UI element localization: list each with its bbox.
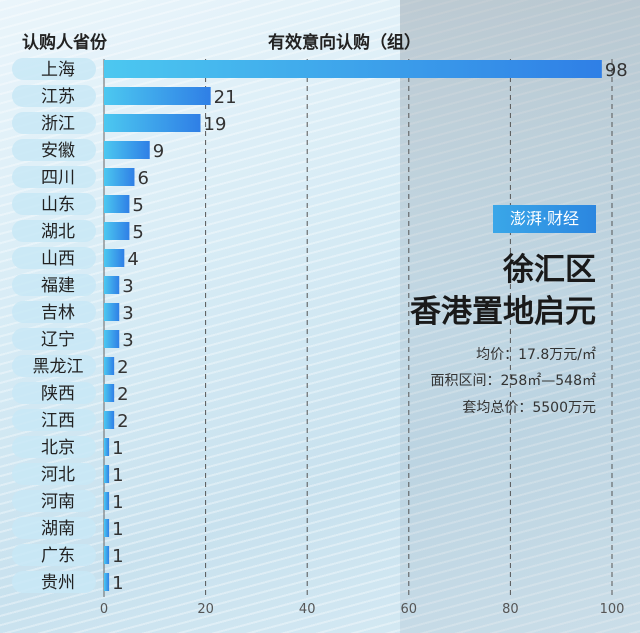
- value-label: 1: [112, 573, 123, 594]
- category-label: 江西: [41, 411, 75, 431]
- category-label: 湖南: [41, 519, 75, 539]
- category-pill: [12, 139, 96, 161]
- value-label: 1: [112, 492, 123, 513]
- bar: [104, 276, 120, 294]
- category-pill: [12, 247, 96, 269]
- category-label: 吉林: [41, 303, 75, 323]
- bar: [104, 546, 110, 564]
- bar: [104, 519, 110, 537]
- category-label: 黑龙江: [33, 357, 84, 377]
- x-tick-label: 40: [299, 602, 316, 617]
- category-label: 陕西: [41, 384, 75, 404]
- value-label: 4: [127, 249, 138, 270]
- value-label: 3: [122, 303, 133, 324]
- bar: [104, 195, 130, 213]
- bar: [104, 384, 115, 402]
- category-pill: [12, 382, 96, 404]
- category-pill: [12, 544, 96, 566]
- category-pill: [12, 355, 96, 377]
- value-label: 5: [132, 222, 143, 243]
- category-pill: [12, 193, 96, 215]
- x-tick-label: 100: [600, 602, 625, 617]
- logo: 澎湃·财经: [493, 205, 596, 233]
- value-label: 3: [122, 276, 133, 297]
- category-pill: [12, 112, 96, 134]
- value-label: 2: [117, 411, 128, 432]
- category-label: 山东: [41, 195, 75, 215]
- category-label: 江苏: [41, 87, 75, 107]
- category-pill: [12, 166, 96, 188]
- bar: [104, 222, 130, 240]
- bar: [104, 60, 602, 78]
- category-pill: [12, 85, 96, 107]
- category-label: 湖北: [41, 222, 75, 242]
- category-label: 上海: [41, 60, 75, 80]
- bar: [104, 87, 211, 105]
- info-total: 套均总价：5500万元: [462, 400, 596, 416]
- value-label: 1: [112, 438, 123, 459]
- value-label: 3: [122, 330, 133, 351]
- category-pill: [12, 274, 96, 296]
- category-pill: [12, 58, 96, 80]
- category-pill: [12, 436, 96, 458]
- category-pill: [12, 220, 96, 242]
- x-tick-label: 80: [502, 602, 519, 617]
- title-line2: 香港置地启元: [410, 294, 596, 330]
- value-label: 2: [117, 357, 128, 378]
- value-label: 1: [112, 546, 123, 567]
- x-tick-label: 60: [401, 602, 418, 617]
- background-building: [400, 0, 640, 633]
- info-price: 均价：17.8万元/㎡: [476, 347, 596, 363]
- bar: [104, 438, 110, 456]
- category-label: 河南: [41, 492, 75, 512]
- category-label: 浙江: [41, 114, 75, 134]
- value-label: 98: [605, 60, 628, 81]
- category-label: 辽宁: [41, 330, 75, 350]
- category-pill: [12, 328, 96, 350]
- bar: [104, 357, 115, 375]
- category-pill: [12, 301, 96, 323]
- value-label: 1: [112, 519, 123, 540]
- category-label: 山西: [41, 249, 75, 269]
- category-label: 福建: [41, 276, 75, 296]
- bar: [104, 411, 115, 429]
- category-pill: [12, 517, 96, 539]
- category-label: 河北: [41, 465, 75, 485]
- value-label: 9: [153, 141, 164, 162]
- category-label: 四川: [41, 168, 75, 188]
- x-tick-label: 20: [197, 602, 214, 617]
- bar: [104, 168, 135, 186]
- value-label: 2: [117, 384, 128, 405]
- bar: [104, 249, 125, 267]
- bar: [104, 303, 120, 321]
- title-line1: 徐汇区: [503, 252, 596, 288]
- bar: [104, 465, 110, 483]
- value-label: 19: [204, 114, 227, 135]
- category-label: 安徽: [41, 141, 75, 161]
- bar: [104, 492, 110, 510]
- category-label: 广东: [41, 546, 75, 566]
- category-pill: [12, 571, 96, 593]
- x-tick-label: 0: [100, 602, 108, 617]
- value-label: 6: [137, 168, 148, 189]
- category-pill: [12, 409, 96, 431]
- category-label: 北京: [41, 438, 75, 458]
- value-label: 1: [112, 465, 123, 486]
- x-axis-title: 有效意向认购（组）: [268, 33, 421, 53]
- bar: [104, 573, 110, 591]
- category-pill: [12, 463, 96, 485]
- info-area: 面积区间：258㎡—548㎡: [430, 373, 596, 389]
- value-label: 21: [214, 87, 237, 108]
- category-pill: [12, 490, 96, 512]
- category-label: 贵州: [41, 573, 75, 593]
- bar: [104, 114, 201, 132]
- bar: [104, 330, 120, 348]
- bar: [104, 141, 150, 159]
- y-axis-title: 认购人省份: [22, 33, 107, 53]
- value-label: 5: [132, 195, 143, 216]
